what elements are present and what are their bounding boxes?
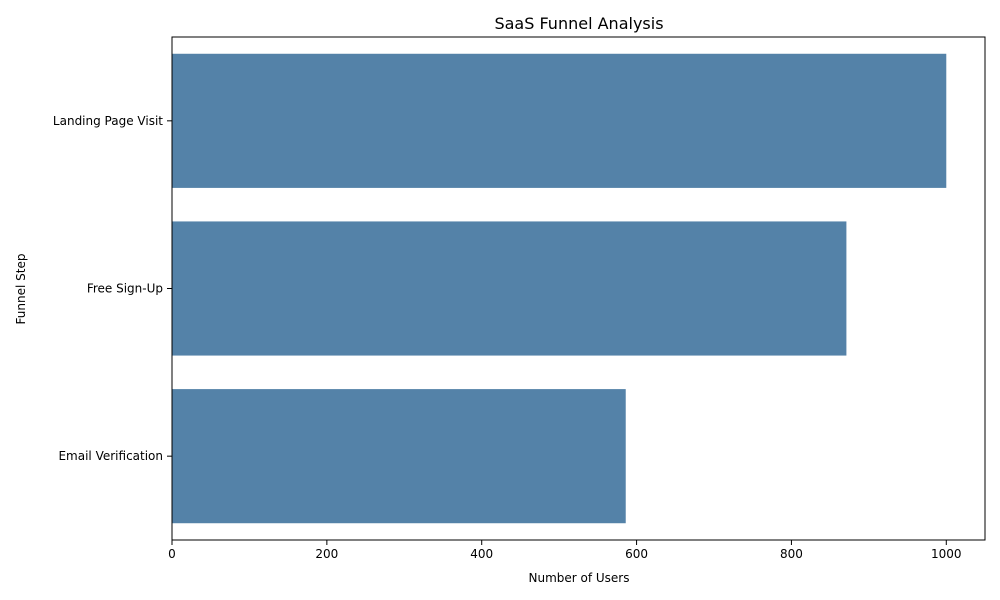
x-axis-ticks: 0 200 400 600 800 1000 — [168, 540, 962, 561]
y-tick-label: Free Sign-Up — [87, 282, 163, 296]
x-tick-label: 400 — [470, 547, 493, 561]
y-tick-label: Email Verification — [58, 449, 163, 463]
x-tick-label: 600 — [625, 547, 648, 561]
x-tick-label: 0 — [168, 547, 176, 561]
y-axis-ticks: Landing Page Visit Free Sign-Up Email Veri… — [53, 114, 172, 463]
bar-landing-page-visit — [172, 53, 947, 188]
bar-free-sign-up — [172, 221, 847, 356]
chart-title: SaaS Funnel Analysis — [494, 14, 663, 33]
y-axis-label: Funnel Step — [14, 254, 28, 325]
bar-email-verification — [172, 389, 626, 524]
x-tick-label: 1000 — [931, 547, 962, 561]
y-tick-label: Landing Page Visit — [53, 114, 163, 128]
bars-layer — [172, 53, 947, 524]
x-tick-label: 200 — [315, 547, 338, 561]
x-axis-label: Number of Users — [528, 571, 629, 585]
x-tick-label: 800 — [780, 547, 803, 561]
